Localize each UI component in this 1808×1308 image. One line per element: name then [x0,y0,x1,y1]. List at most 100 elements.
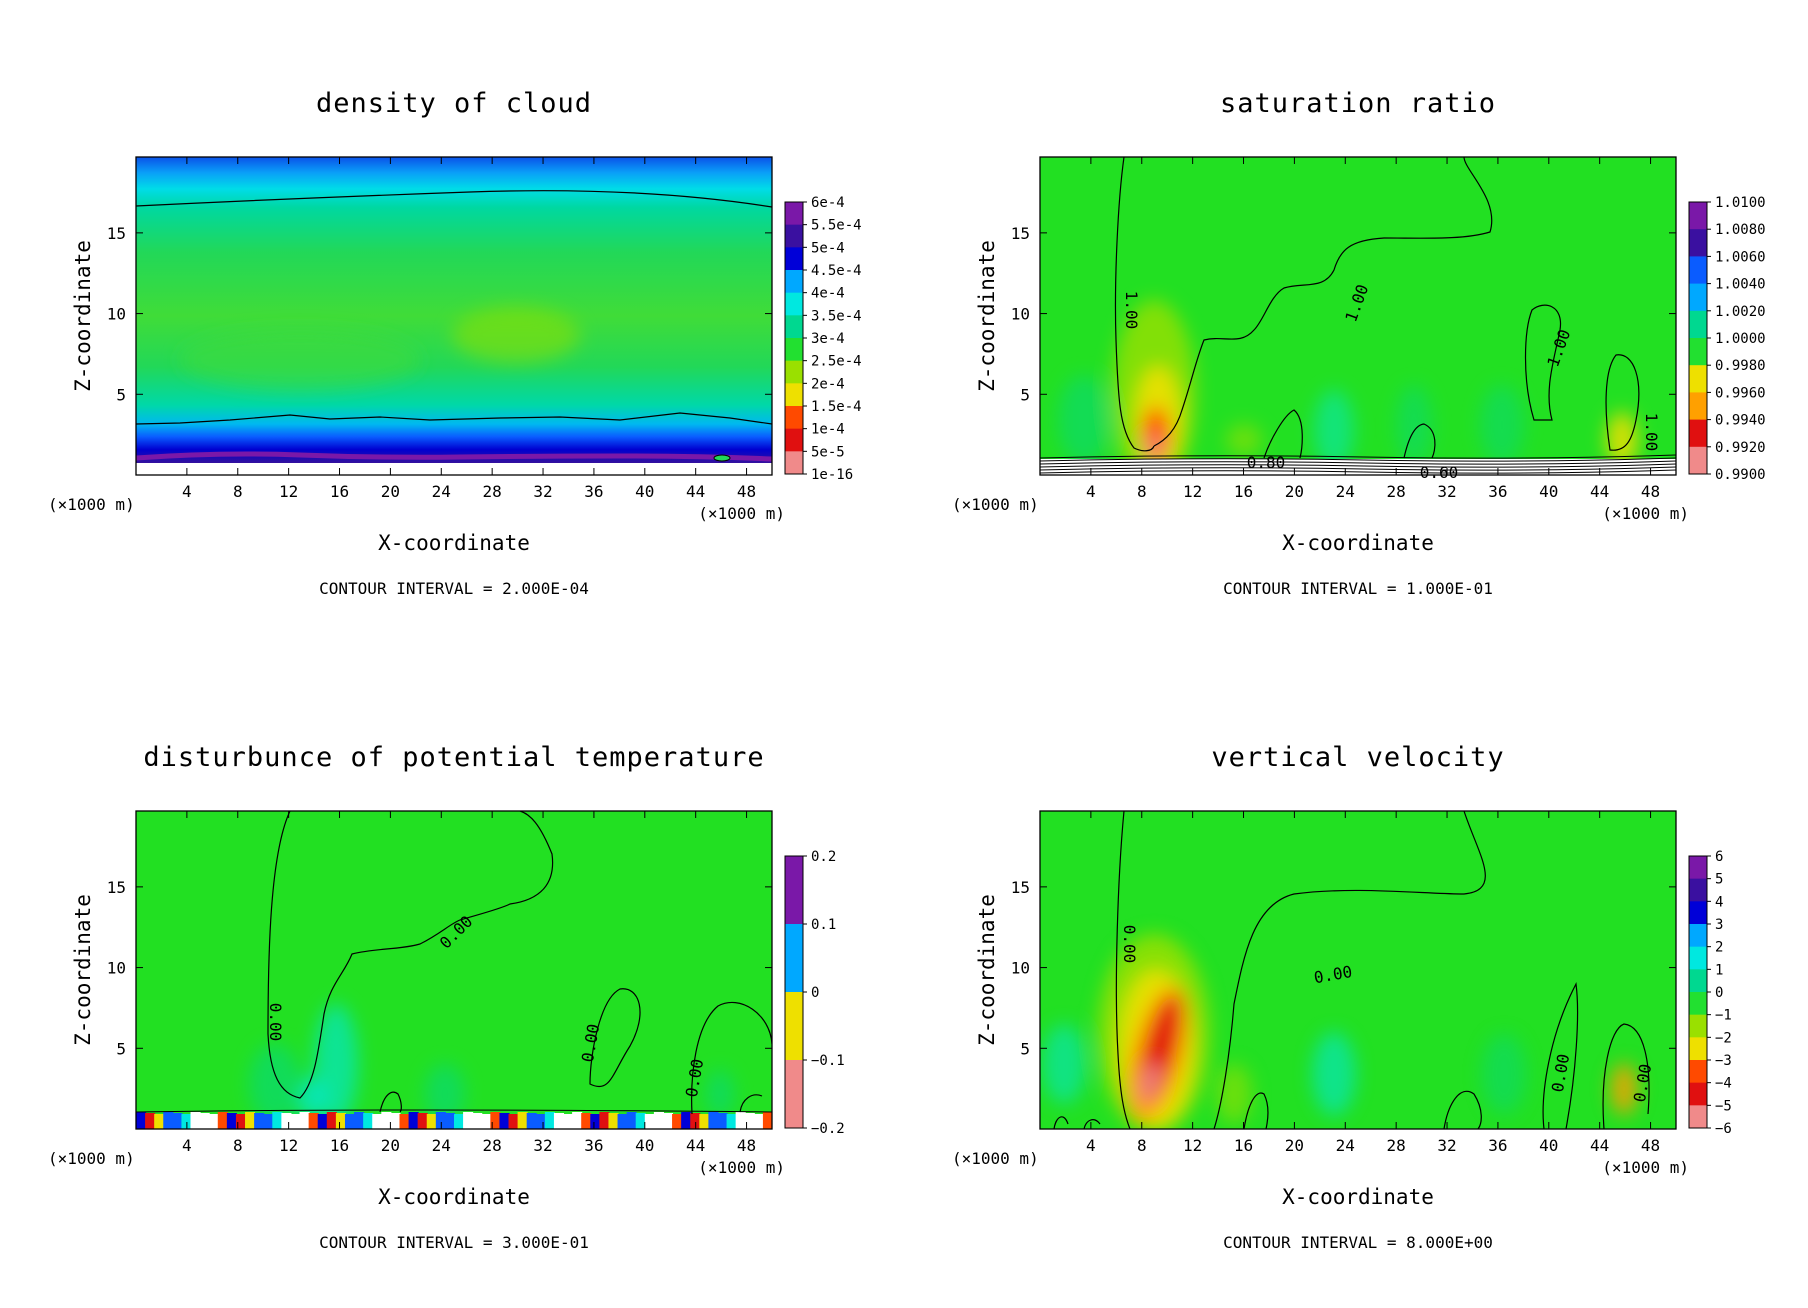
colorbar-swatch [1689,1037,1707,1061]
colorbar-label: 1.0060 [1715,249,1766,265]
colorbar-swatch [1689,856,1707,880]
contour-line [1602,1023,1650,1129]
field-feature [1058,375,1110,465]
field-feature [1610,1063,1638,1115]
colorbar-label: 0.9980 [1715,358,1766,374]
x-tick-label: 32 [1437,1136,1456,1155]
surface-cell [399,1114,410,1129]
surface-cell [417,1113,428,1129]
chart-potential-temperature: disturbunce of potential temperature X-co… [48,742,845,1252]
colorbar-swatch [785,451,803,475]
x-tick-label: 32 [533,1136,552,1155]
y-tick-label: 15 [1011,224,1030,243]
colorbar-label: 5.5e-4 [811,218,862,234]
x-tick-label: 8 [1137,482,1147,501]
x-tick-label: 48 [737,482,756,501]
surface-cell [681,1112,692,1129]
colorbar-swatch [1689,924,1707,948]
colorbar-swatch [785,270,803,294]
plot-frame [135,156,773,476]
colorbar-label: 1.0100 [1715,195,1766,211]
x-tick-label: 12 [279,1136,298,1155]
field-feature [1226,424,1262,456]
surface-cell [653,1112,664,1129]
surface-cell [690,1113,701,1129]
surface-cell [208,1114,219,1129]
contour-label: 0.00 [266,1003,285,1042]
contour-interval: CONTOUR INTERVAL = 1.000E-01 [1223,579,1493,598]
contour-line [136,412,772,425]
colorbar-swatch [785,992,803,1061]
panel-vertical-velocity: vertical velocity X-coordinate Z-coordinat… [904,654,1808,1308]
contour-line [136,1109,772,1113]
x-unit-label: (×1000 m) [1602,504,1689,523]
y-tick-label: 10 [107,959,126,978]
surface-cell [226,1113,237,1129]
colorbar-swatch [785,360,803,384]
x-tick-label: 32 [533,482,552,501]
colorbar-label: 1 [1715,962,1723,978]
x-tick-label: 32 [1437,482,1456,501]
colorbar-label: 4e-4 [811,286,845,302]
colorbar-label: −0.2 [811,1121,845,1137]
field-gradient [136,157,772,475]
colorbar-swatch [1689,946,1707,970]
contour-line [1263,409,1303,459]
colorbar-label: 3.5e-4 [811,308,862,324]
colorbar-swatch [1689,256,1707,285]
colorbar-label: 0.9960 [1715,385,1766,401]
surface-cell [326,1112,337,1129]
colorbar-swatch [1689,1014,1707,1038]
surface-cell [553,1113,565,1129]
surface-cell [662,1113,674,1129]
colorbar-label: 0 [1715,985,1723,1001]
colorbar-label: 1.0000 [1715,331,1766,347]
contour-label: 0.80 [1247,453,1286,472]
y-tick-label: 15 [1011,878,1030,897]
x-tick-label: 16 [1234,482,1253,501]
surface-cell [217,1112,228,1129]
surface-cell [254,1113,265,1129]
x-tick-label: 12 [279,482,298,501]
x-tick-label: 40 [635,1136,654,1155]
x-tick-label: 20 [1285,482,1304,501]
colorbar-label: 4.5e-4 [811,263,862,279]
colorbar-label: 2.5e-4 [811,354,862,370]
field-feature [706,1070,734,1118]
surface-cell [444,1113,455,1129]
y-tick-label: 5 [1020,1039,1030,1058]
panel-potential-temperature: disturbunce of potential temperature X-co… [0,654,904,1308]
colorbar-swatch [785,224,803,248]
x-tick-label: 16 [330,1136,349,1155]
surface-cell [381,1112,392,1129]
colorbar-swatch [1689,901,1707,925]
colorbar-label: −6 [1715,1121,1732,1137]
surface-cell [472,1113,483,1129]
field-max-core [1141,1062,1159,1102]
colorbar-swatch [785,406,803,430]
contour-line [1083,1119,1101,1129]
chart-vertical-velocity: vertical velocity X-coordinate Z-coordinat… [952,742,1732,1252]
colorbar-label: 5 [1715,872,1723,888]
contour-interval: CONTOUR INTERVAL = 8.000E+00 [1223,1233,1493,1252]
surface-cell [508,1114,519,1129]
surface-cell [581,1113,592,1129]
surface-cell [199,1113,210,1129]
x-tick-label: 4 [182,482,192,501]
colorbar-swatch [1689,283,1707,312]
x-axis-label: X-coordinate [378,1185,530,1209]
surface-cell [335,1113,346,1129]
contour-line [1153,157,1493,447]
heatmap-field [1040,157,1676,475]
field-feature [1396,385,1432,465]
surface-cell [617,1114,628,1129]
surface-cell [245,1112,256,1129]
contour-line [1114,157,1155,452]
colorbar-label: 0.9920 [1715,440,1766,456]
y-unit-label: (×1000 m) [952,495,1039,514]
contour-line [739,1094,763,1113]
x-tick-label: 16 [330,482,349,501]
heatmap-field [136,157,772,475]
contour-line [1040,457,1676,462]
x-tick-label: 36 [584,1136,603,1155]
